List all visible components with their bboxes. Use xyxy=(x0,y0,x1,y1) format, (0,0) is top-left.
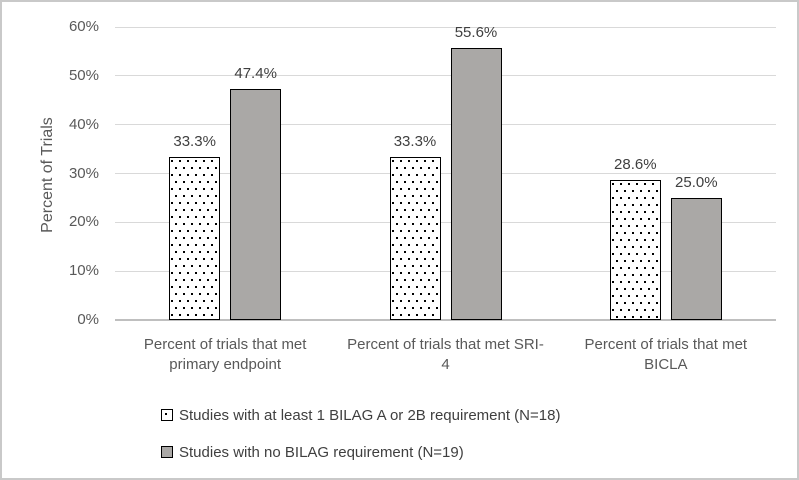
data-label: 28.6% xyxy=(614,156,657,174)
legend-swatch-icon xyxy=(161,409,173,421)
data-label: 33.3% xyxy=(173,133,216,151)
legend-label: Studies with at least 1 BILAG A or 2B re… xyxy=(179,406,561,424)
gridline xyxy=(115,221,776,223)
legend-item: Studies with at least 1 BILAG A or 2B re… xyxy=(161,405,560,425)
y-axis-tick-label: 10% xyxy=(68,262,99,280)
legend-item: Studies with no BILAG requirement (N=19) xyxy=(161,442,560,462)
gridline xyxy=(115,124,776,126)
x-axis-category-label: Percent of trials that met primary endpo… xyxy=(143,336,307,374)
data-label: 25.0% xyxy=(675,173,718,191)
x-axis-category-labels: Percent of trials that met primary endpo… xyxy=(115,335,776,376)
y-axis-tick-label: 30% xyxy=(68,164,99,182)
bar-series2-cat2 xyxy=(450,48,502,320)
y-axis-tick-label: 50% xyxy=(68,66,99,84)
data-label: 33.3% xyxy=(393,133,437,151)
gridline xyxy=(115,173,776,174)
data-label: 55.6% xyxy=(454,24,498,42)
bar-series1-cat3 xyxy=(609,180,661,320)
y-axis-tick-label: 60% xyxy=(68,18,99,35)
y-axis-tick-label: 0% xyxy=(77,311,99,328)
data-label: 47.4% xyxy=(234,64,277,82)
y-axis-tick-label: 40% xyxy=(68,115,99,133)
legend-label: Studies with no BILAG requirement (N=19) xyxy=(179,443,464,461)
y-axis-tick-label: 20% xyxy=(68,213,99,231)
legend: Studies with at least 1 BILAG A or 2B re… xyxy=(161,405,560,462)
bar-series2-cat3 xyxy=(670,197,722,320)
x-axis-category-label: Percent of trials that met SRI-4 xyxy=(347,336,544,374)
legend-swatch-icon xyxy=(161,446,173,458)
plot-area xyxy=(115,26,776,321)
x-axis-category-label: Percent of trials that met BICLA xyxy=(584,336,748,374)
bar-series2-cat1 xyxy=(230,88,282,320)
x-axis-line xyxy=(115,319,776,321)
bar-series1-cat1 xyxy=(169,157,221,320)
gridline xyxy=(115,26,776,28)
gridline xyxy=(115,75,776,77)
gridline xyxy=(115,270,776,272)
bar-series1-cat2 xyxy=(389,157,441,320)
